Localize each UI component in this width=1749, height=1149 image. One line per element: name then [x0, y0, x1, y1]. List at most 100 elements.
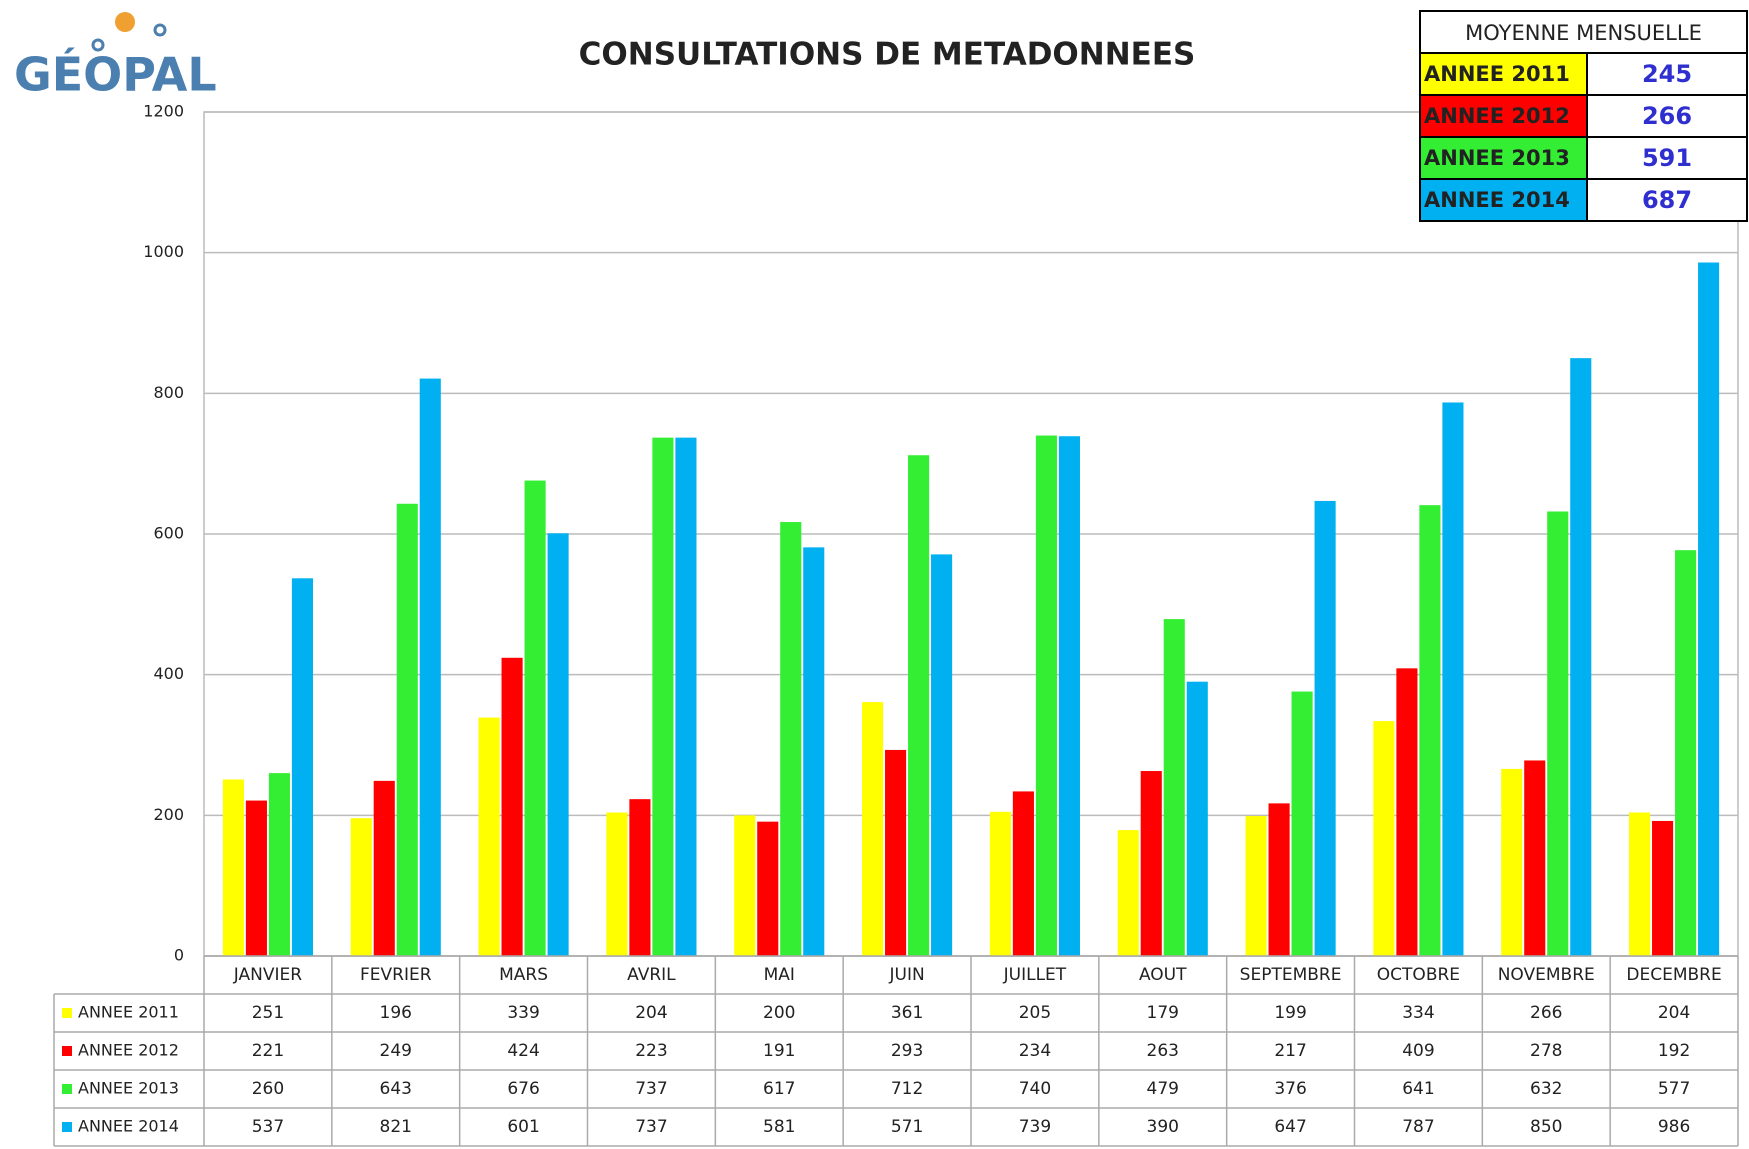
table-value: 601 — [507, 1117, 539, 1137]
legend-label: ANNEE 2013 — [78, 1079, 179, 1098]
table-value: 712 — [891, 1079, 923, 1099]
x-tick-label: JANVIER — [233, 965, 302, 985]
table-value: 643 — [380, 1079, 412, 1099]
y-tick-label: 200 — [153, 805, 184, 824]
bar — [1163, 619, 1185, 956]
table-value: 739 — [1019, 1117, 1051, 1137]
y-tick-label: 800 — [153, 383, 184, 402]
bar — [1629, 812, 1651, 956]
table-value: 204 — [635, 1003, 667, 1023]
chart-title: CONSULTATIONS DE METADONNEES — [579, 37, 1196, 73]
summary-label-cell — [1419, 178, 1588, 222]
legend-label: ANNEE 2011 — [78, 1003, 179, 1022]
legend-label: ANNEE 2014 — [78, 1117, 179, 1136]
bar — [1314, 500, 1336, 956]
bar — [1058, 436, 1080, 956]
summary-label: ANNEE 2011 — [1424, 62, 1570, 86]
bar — [524, 480, 546, 956]
legend-swatch — [62, 1008, 72, 1018]
table-value: 740 — [1019, 1079, 1051, 1099]
bar — [1570, 358, 1592, 957]
table-value: 571 — [891, 1117, 923, 1137]
table-value: 647 — [1274, 1117, 1306, 1137]
table-value: 641 — [1402, 1079, 1434, 1099]
table-value: 334 — [1402, 1003, 1434, 1023]
bar — [1291, 691, 1313, 956]
bar — [268, 773, 290, 956]
table-value: 850 — [1530, 1117, 1562, 1137]
bar — [675, 437, 697, 957]
bar — [1442, 402, 1464, 956]
bar — [1117, 830, 1139, 956]
bar — [373, 780, 395, 956]
table-value: 577 — [1658, 1079, 1690, 1099]
logo-dot — [91, 38, 105, 52]
bar — [222, 779, 244, 956]
y-tick-label: 0 — [174, 946, 184, 965]
bar — [1675, 550, 1697, 956]
x-tick-label: DECEMBRE — [1626, 965, 1721, 985]
y-tick-label: 600 — [153, 524, 184, 543]
bar — [1501, 768, 1523, 956]
x-tick-label: FEVRIER — [360, 965, 432, 985]
table-value: 479 — [1147, 1079, 1179, 1099]
table-value: 266 — [1530, 1003, 1562, 1023]
bar — [629, 799, 651, 956]
table-value: 390 — [1147, 1117, 1179, 1137]
bar — [757, 821, 779, 956]
summary-label: ANNEE 2014 — [1424, 188, 1570, 212]
table-value: 204 — [1658, 1003, 1690, 1023]
legend-swatch — [62, 1046, 72, 1056]
table-value: 278 — [1530, 1041, 1562, 1061]
bar — [1186, 681, 1208, 956]
bar — [908, 455, 930, 956]
x-tick-label: AVRIL — [627, 965, 676, 985]
bar — [1373, 721, 1395, 956]
summary-value-cell — [1586, 94, 1748, 138]
bar — [419, 378, 441, 956]
summary-value-cell — [1586, 178, 1748, 222]
summary-label: ANNEE 2012 — [1424, 104, 1570, 128]
legend-label: ANNEE 2012 — [78, 1041, 179, 1060]
bar — [1245, 816, 1267, 956]
x-tick-label: AOUT — [1139, 965, 1187, 985]
y-tick-label: 1000 — [143, 242, 184, 261]
bar — [780, 522, 802, 956]
bar — [291, 578, 313, 956]
table-value: 205 — [1019, 1003, 1051, 1023]
table-value: 737 — [635, 1117, 667, 1137]
table-value: 196 — [380, 1003, 412, 1023]
table-value: 339 — [507, 1003, 539, 1023]
bar — [803, 547, 825, 956]
table-value: 821 — [380, 1117, 412, 1137]
logo-dot — [153, 23, 167, 37]
bar — [652, 437, 674, 957]
table-value: 632 — [1530, 1079, 1562, 1099]
table-value: 424 — [507, 1041, 539, 1061]
summary-header — [1419, 10, 1748, 54]
bar — [1419, 505, 1441, 956]
table-value: 223 — [635, 1041, 667, 1061]
y-tick-label: 400 — [153, 664, 184, 683]
table-value: 787 — [1402, 1117, 1434, 1137]
summary-label-cell — [1419, 52, 1588, 96]
summary-value: 266 — [1642, 102, 1692, 130]
table-value: 251 — [252, 1003, 284, 1023]
bar — [1652, 820, 1674, 956]
x-tick-label: JUIN — [888, 965, 924, 985]
table-value: 617 — [763, 1079, 795, 1099]
legend-swatch — [62, 1122, 72, 1132]
bar — [989, 811, 1011, 956]
table-value: 986 — [1658, 1117, 1690, 1137]
table-value: 192 — [1658, 1041, 1690, 1061]
summary-label: ANNEE 2013 — [1424, 146, 1570, 170]
table-value: 361 — [891, 1003, 923, 1023]
bar — [1396, 668, 1418, 956]
x-tick-label: MARS — [499, 965, 548, 985]
table-value: 376 — [1274, 1079, 1306, 1099]
x-tick-label: NOVEMBRE — [1498, 965, 1595, 985]
table-value: 537 — [252, 1117, 284, 1137]
logo: GÉOPAL — [14, 48, 217, 102]
bar — [1547, 511, 1569, 956]
